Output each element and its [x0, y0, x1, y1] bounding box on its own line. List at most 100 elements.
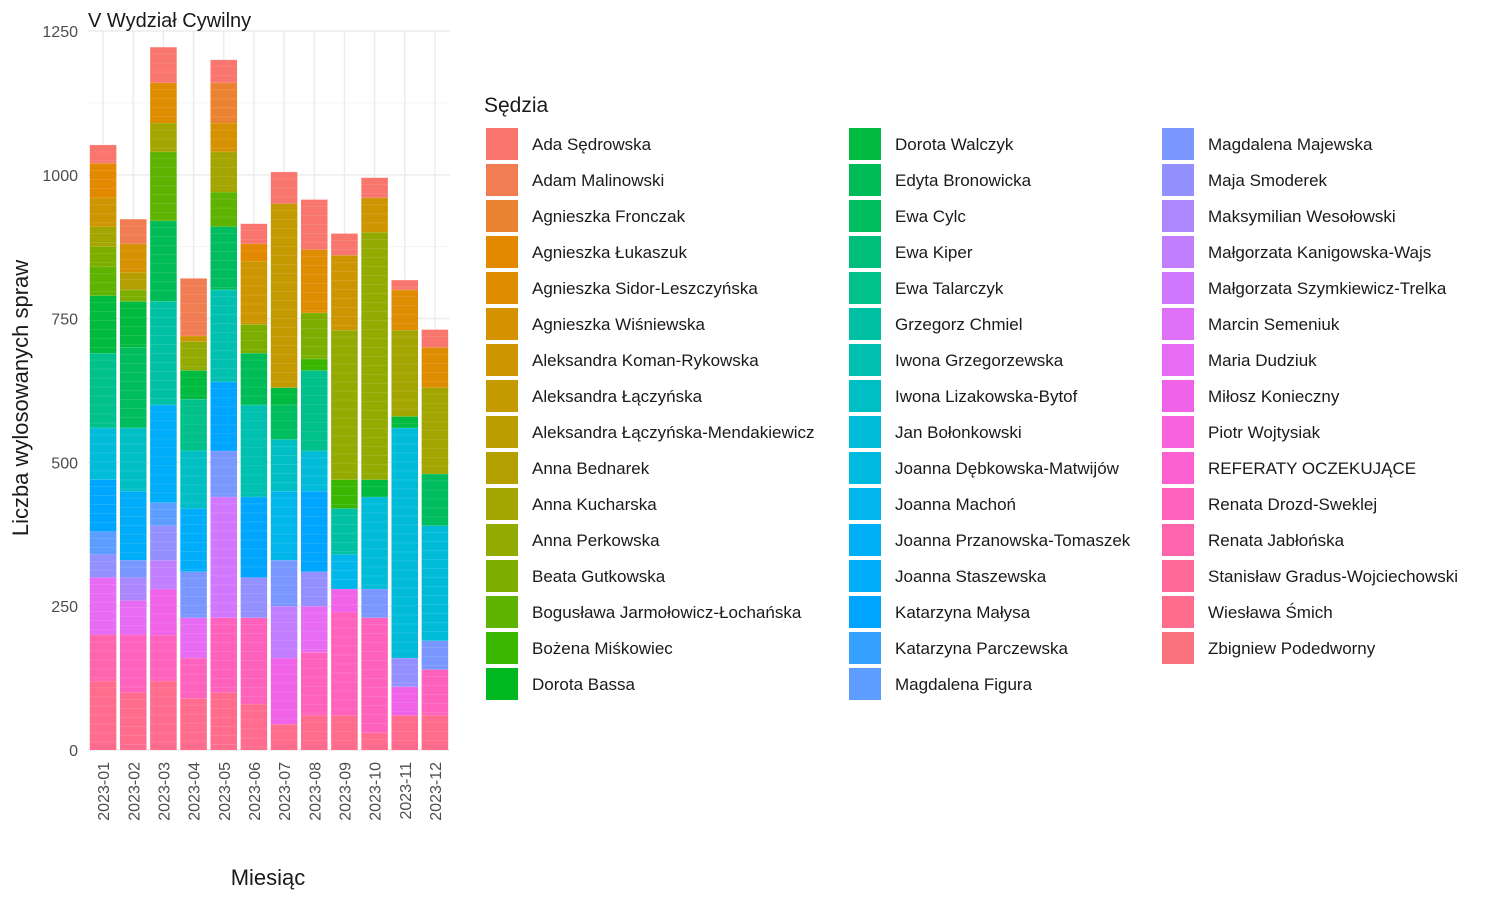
legend-swatch: [486, 164, 518, 196]
legend-swatch: [849, 452, 881, 484]
legend-swatch: [486, 380, 518, 412]
bar-segment: [361, 617, 388, 733]
legend-label: Dorota Walczyk: [895, 135, 1014, 154]
bar-segment: [150, 82, 177, 124]
bar-segment: [180, 450, 207, 509]
bar-segment: [210, 151, 238, 193]
legend-label: REFERATY OCZEKUJĄCE: [1208, 459, 1416, 478]
legend-label: Maja Smoderek: [1208, 171, 1328, 190]
legend-label: Aleksandra Koman-Rykowska: [532, 351, 759, 370]
bar-segment: [331, 255, 358, 331]
bar-segment: [361, 732, 388, 750]
bar-segment: [150, 634, 177, 681]
bar-segment: [391, 289, 419, 331]
y-tick-label: 500: [51, 455, 78, 472]
legend-label: Agnieszka Fronczak: [532, 207, 686, 226]
bar-segment: [119, 692, 147, 750]
bar-segment: [119, 289, 147, 302]
bar-segment: [150, 680, 177, 750]
legend-item: Joanna Machoń: [849, 488, 1016, 520]
legend-item: Aleksandra Łączyńska-Mendakiewicz: [486, 416, 815, 448]
bar-segment: [180, 399, 207, 451]
legend-item: Maksymilian Wesołowski: [1162, 200, 1396, 232]
bar-segment: [89, 144, 117, 164]
bar-segment: [119, 219, 147, 244]
legend-item: Magdalena Majewska: [1162, 128, 1373, 160]
legend-item: Joanna Staszewska: [849, 560, 1047, 592]
x-tick-label: 2023-10: [368, 762, 385, 821]
legend-swatch: [486, 488, 518, 520]
bar-segment: [421, 715, 449, 750]
legend-item: Małgorzata Szymkiewicz-Trelka: [1162, 272, 1447, 304]
legend-item: Katarzyna Parczewska: [849, 632, 1068, 664]
legend-label: Joanna Staszewska: [895, 567, 1047, 586]
bar-segment: [270, 491, 298, 561]
bar-segment: [89, 226, 117, 247]
bar-stack: [210, 59, 238, 750]
legend-label: Agnieszka Wiśniewska: [532, 315, 705, 334]
bar-segment: [150, 404, 177, 503]
bar-stack: [361, 177, 388, 750]
legend-item: Grzegorz Chmiel: [849, 308, 1023, 340]
bar-segment: [119, 347, 147, 428]
legend-swatch: [849, 128, 881, 160]
legend-label: Aleksandra Łączyńska-Mendakiewicz: [532, 423, 815, 442]
legend-label: Iwona Grzegorzewska: [895, 351, 1064, 370]
bar-segment: [300, 652, 328, 716]
legend-label: Bogusława Jarmołowicz-Łochańska: [532, 603, 802, 622]
legend-label: Anna Kucharska: [532, 495, 657, 514]
bar-stack: [391, 279, 419, 750]
legend-item: Iwona Lizakowska-Bytof: [849, 380, 1078, 412]
legend-item: Piotr Wojtysiak: [1162, 416, 1321, 448]
legend-label: Bożena Miśkowiec: [532, 639, 673, 658]
legend-label: Grzegorz Chmiel: [895, 315, 1023, 334]
x-tick-label: 2023-03: [156, 762, 173, 821]
bar-segment: [331, 588, 358, 612]
legend-item: Renata Drozd-Sweklej: [1162, 488, 1377, 520]
bar-segment: [391, 686, 419, 716]
bar-segment: [180, 335, 207, 342]
bar-segment: [89, 531, 117, 555]
y-tick-label: 0: [69, 743, 78, 760]
bar-segment: [180, 341, 207, 371]
legend-label: Renata Drozd-Sweklej: [1208, 495, 1377, 514]
bar-segment: [300, 571, 328, 607]
legend-label: Edyta Bronowicka: [895, 171, 1032, 190]
bar-segment: [240, 243, 268, 262]
legend-label: Ewa Kiper: [895, 243, 973, 262]
bar-segment: [270, 439, 298, 492]
legend-swatch: [849, 308, 881, 340]
bar-segment: [421, 329, 449, 348]
legend: Ada Sędrowska Adam Malinowski Agnieszka Fr…: [486, 128, 1458, 700]
legend-label: Anna Perkowska: [532, 531, 660, 550]
legend-label: Joanna Machoń: [895, 495, 1016, 514]
bar-segment: [270, 560, 298, 607]
bar-segment: [240, 223, 268, 244]
legend-item: Iwona Grzegorzewska: [849, 344, 1064, 376]
bar-segment: [300, 249, 328, 313]
bar-segment: [89, 577, 117, 635]
legend-swatch: [486, 308, 518, 340]
bar-segment: [300, 450, 328, 492]
bar-segment: [421, 640, 449, 670]
legend-swatch: [486, 272, 518, 304]
bar-stack: [119, 218, 147, 750]
bar-segment: [300, 312, 328, 359]
legend-swatch: [1162, 308, 1194, 340]
bar-segment: [150, 301, 177, 405]
legend-swatch: [849, 416, 881, 448]
bar-segment: [150, 47, 177, 83]
legend-item: Aleksandra Łączyńska: [486, 380, 703, 412]
legend-item: Dorota Bassa: [486, 668, 636, 700]
legend-swatch: [486, 632, 518, 664]
bar-segment: [300, 199, 328, 250]
x-tick-label: 2023-09: [337, 762, 354, 821]
x-tick-label: 2023-12: [428, 762, 445, 821]
bar-segment: [361, 496, 388, 589]
bar-segment: [210, 450, 238, 497]
legend-swatch: [486, 128, 518, 160]
bar-segment: [240, 617, 268, 704]
bar-stack: [180, 277, 207, 750]
legend-swatch: [1162, 596, 1194, 628]
legend-label: Maria Dudziuk: [1208, 351, 1317, 370]
